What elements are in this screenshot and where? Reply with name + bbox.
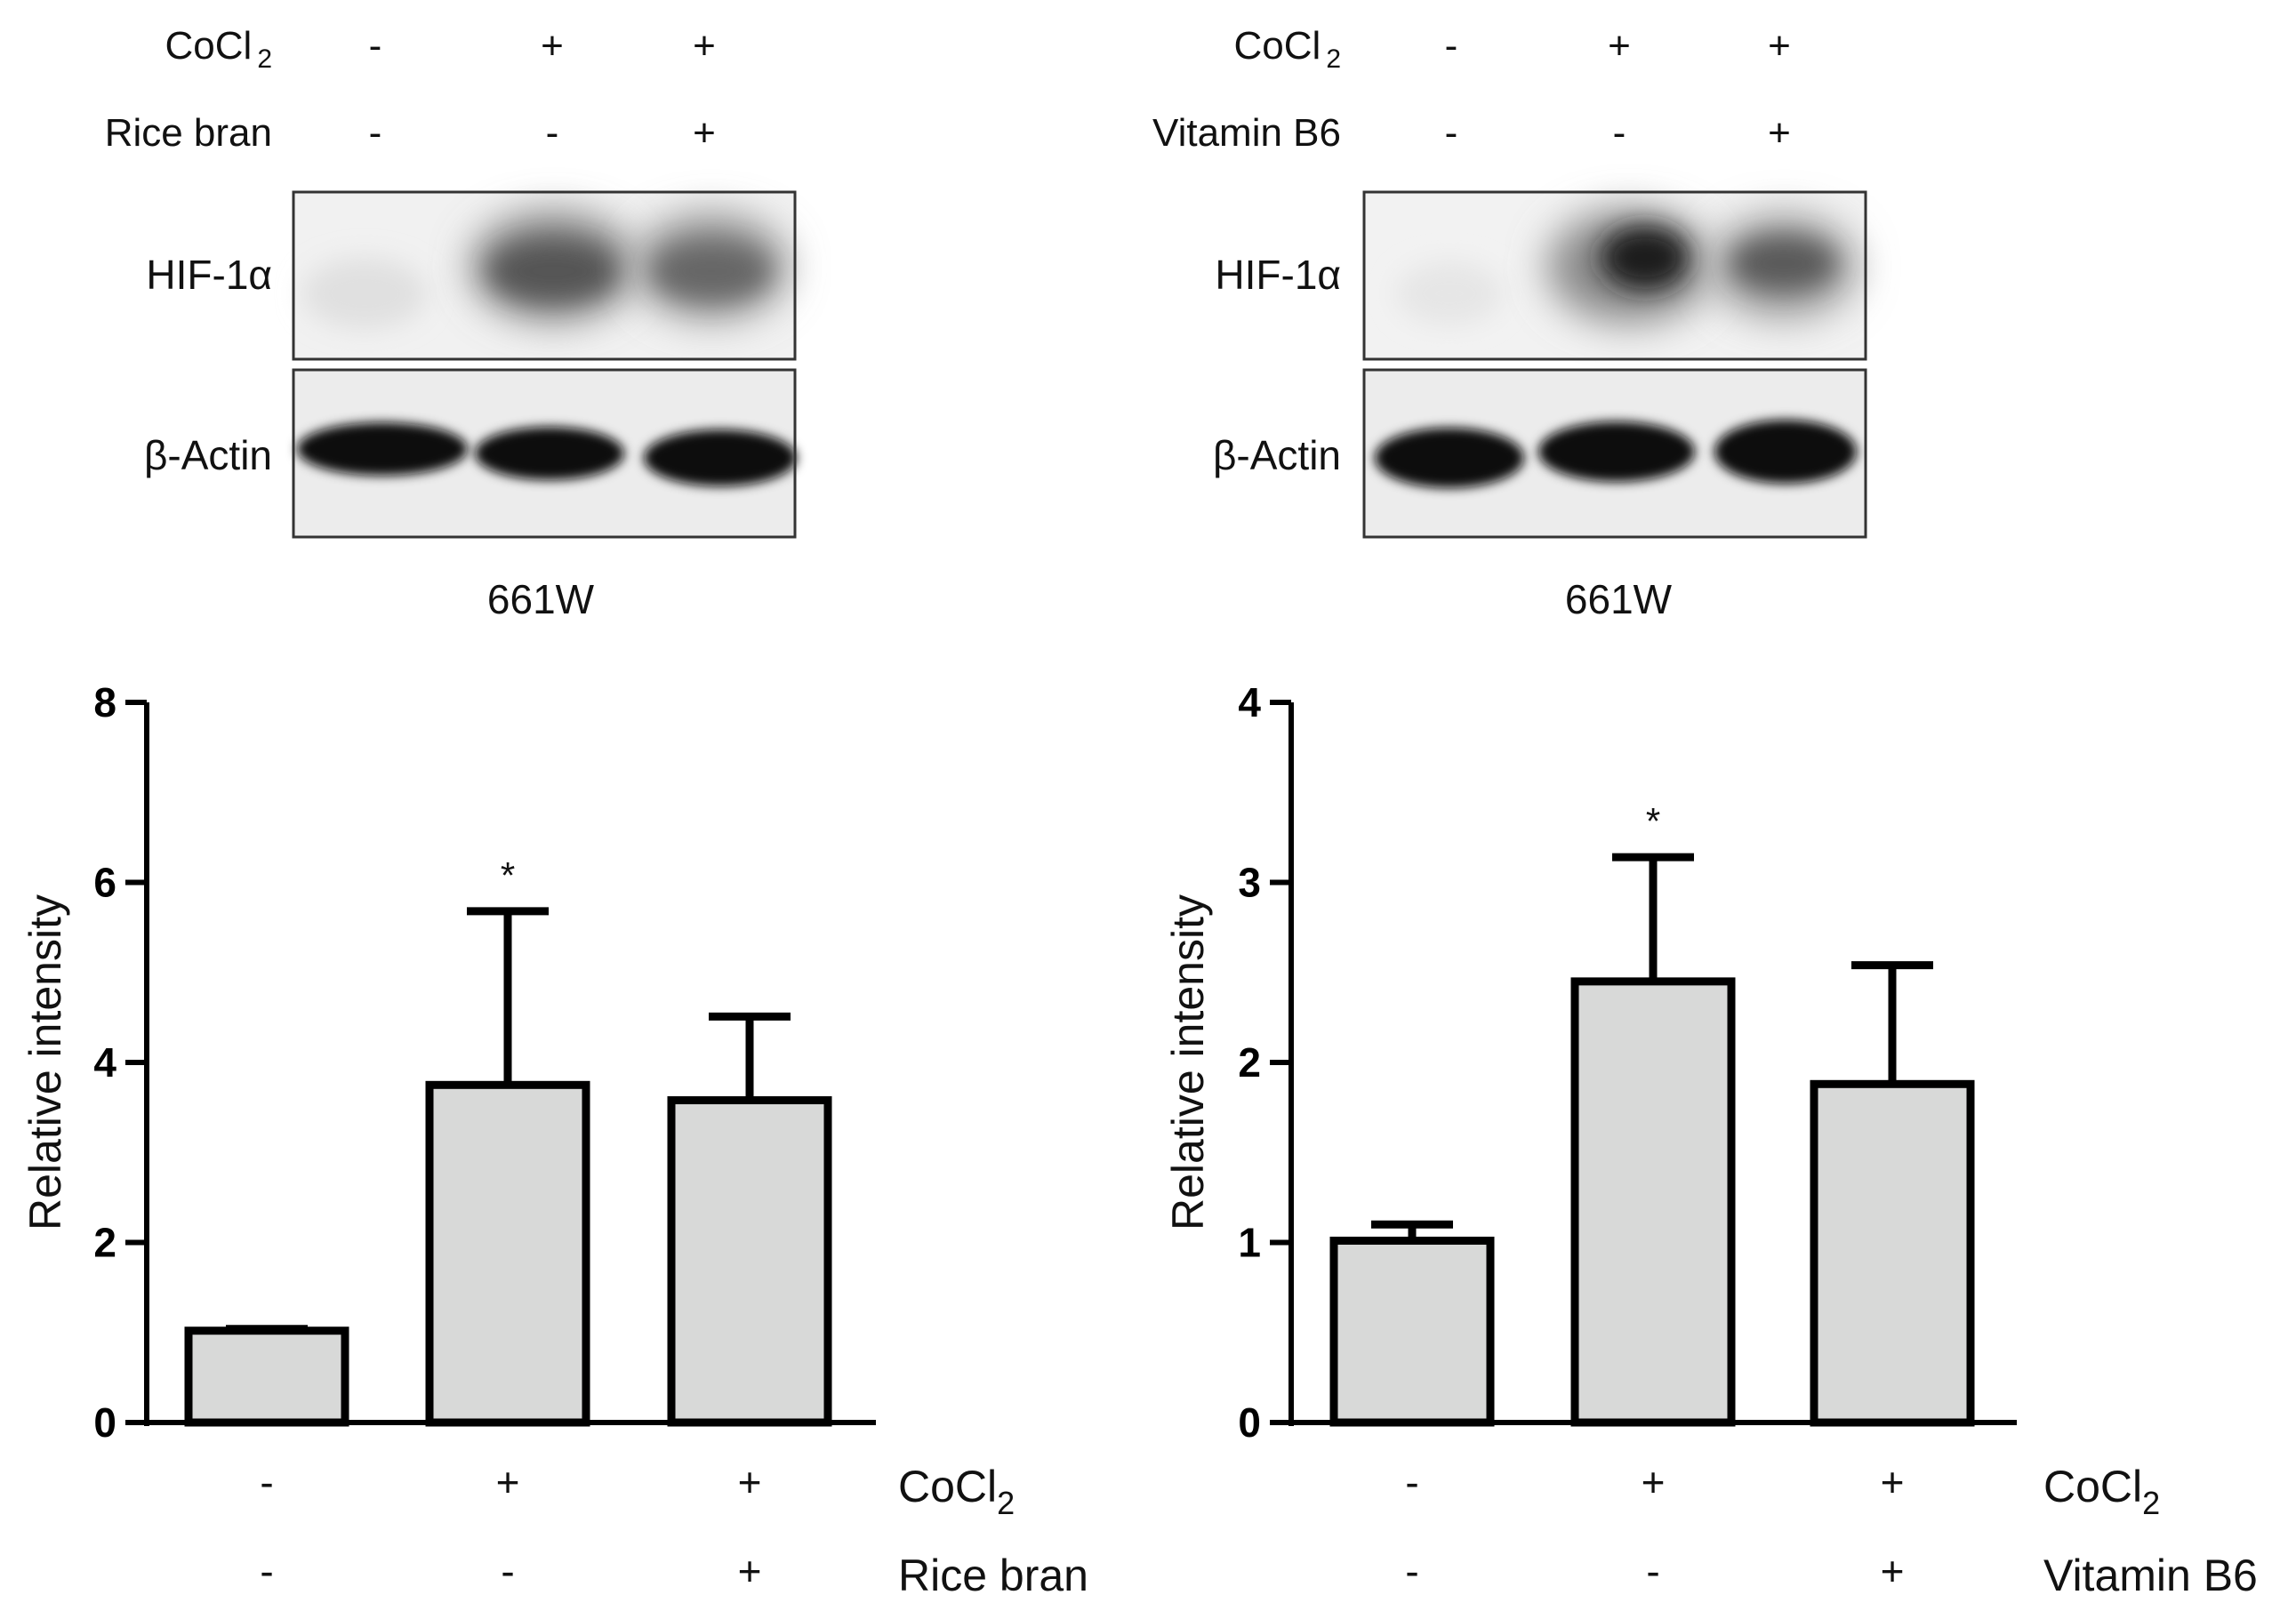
y-axis-label: Relative intensity [1163, 894, 1213, 1230]
blot-membrane-actin [1362, 368, 1867, 539]
blot-panel-rice-bran: CoCl 2 Rice bran - + + - - + HIF-1α β-Act… [105, 24, 797, 622]
band-label-actin: β-Actin [1213, 432, 1341, 478]
blot-caption: 661W [487, 576, 595, 622]
y-tick-label: 8 [93, 679, 116, 725]
blot-sign: - [369, 24, 382, 68]
band-label-actin: β-Actin [144, 432, 272, 478]
y-tick-label: 4 [93, 1039, 116, 1086]
blot-panel-vitamin-b6: CoCl 2 Vitamin B6 - + + - - + HIF-1α β-Ac… [1152, 24, 1867, 622]
blot-membrane-hif [1362, 190, 1867, 361]
treatment-sign: + [738, 1548, 762, 1594]
y-tick-label: 2 [1238, 1039, 1261, 1086]
treatment-sign: - [260, 1459, 273, 1505]
blot-sign: + [693, 24, 716, 68]
blot-sign: + [1768, 24, 1791, 68]
band-label-hif: HIF-1α [1215, 252, 1341, 298]
bar-chart-rice-bran: * 0 2 4 6 8 Relative intensity - + + CoCl2 - - + Rice … [20, 679, 1088, 1600]
blot-caption: 661W [1565, 576, 1673, 622]
bar [667, 1096, 832, 1427]
y-tick-label: 0 [93, 1399, 116, 1446]
blot-row-label-cocl2: CoCl 2 [165, 24, 272, 74]
treatment-sign: + [738, 1459, 762, 1505]
treatment-sign: + [496, 1459, 520, 1505]
blot-sign: + [1608, 24, 1631, 68]
y-tick-label: 2 [93, 1220, 116, 1266]
treatment-label: CoCl2 [898, 1462, 1015, 1521]
y-tick-label: 1 [1238, 1220, 1261, 1266]
y-tick-label: 4 [1238, 679, 1261, 725]
bar [184, 1326, 349, 1427]
treatment-sign: - [1405, 1459, 1418, 1505]
treatment-sign: - [501, 1548, 514, 1594]
blot-sign: + [1768, 111, 1791, 155]
y-tick-label: 6 [93, 860, 116, 906]
blot-sign: + [541, 24, 564, 68]
treatment-sign: + [1642, 1459, 1666, 1505]
y-axis-label: Relative intensity [20, 894, 70, 1230]
treatment-sign: - [260, 1548, 273, 1594]
blot-sign: - [1445, 24, 1458, 68]
treatment-sign: + [1881, 1548, 1905, 1594]
blot-membrane-hif [292, 190, 797, 361]
treatment-sign: - [1646, 1548, 1659, 1594]
treatment-label: CoCl2 [2043, 1462, 2160, 1521]
blot-sign: - [546, 111, 559, 155]
blot-sign: - [1613, 111, 1626, 155]
significance-marker: * [1646, 800, 1660, 842]
y-tick-label: 0 [1238, 1399, 1261, 1446]
blot-row-label-rice-bran: Rice bran [105, 111, 272, 155]
blot-sign: + [693, 111, 716, 155]
treatment-sign: + [1881, 1459, 1905, 1505]
bar [1810, 1079, 1975, 1427]
blot-sign: - [369, 111, 382, 155]
blot-sign: - [1445, 111, 1458, 155]
bar [425, 1080, 590, 1427]
band-label-hif: HIF-1α [146, 252, 272, 298]
treatment-label: Rice bran [898, 1551, 1088, 1600]
bar-chart-vitamin-b6: * 0 1 2 3 4 Relative intensity - + + CoCl2 - - + Vitam… [1163, 679, 2258, 1600]
blot-row-label-cocl2: CoCl 2 [1234, 24, 1341, 74]
bar [1570, 977, 1736, 1427]
blot-row-label-vitamin-b6: Vitamin B6 [1152, 111, 1341, 155]
significance-marker: * [501, 854, 515, 896]
bar [1329, 1236, 1495, 1427]
blot-membrane-actin [292, 368, 797, 539]
treatment-label: Vitamin B6 [2043, 1551, 2258, 1600]
y-tick-label: 3 [1238, 860, 1261, 906]
treatment-sign: - [1405, 1548, 1418, 1594]
